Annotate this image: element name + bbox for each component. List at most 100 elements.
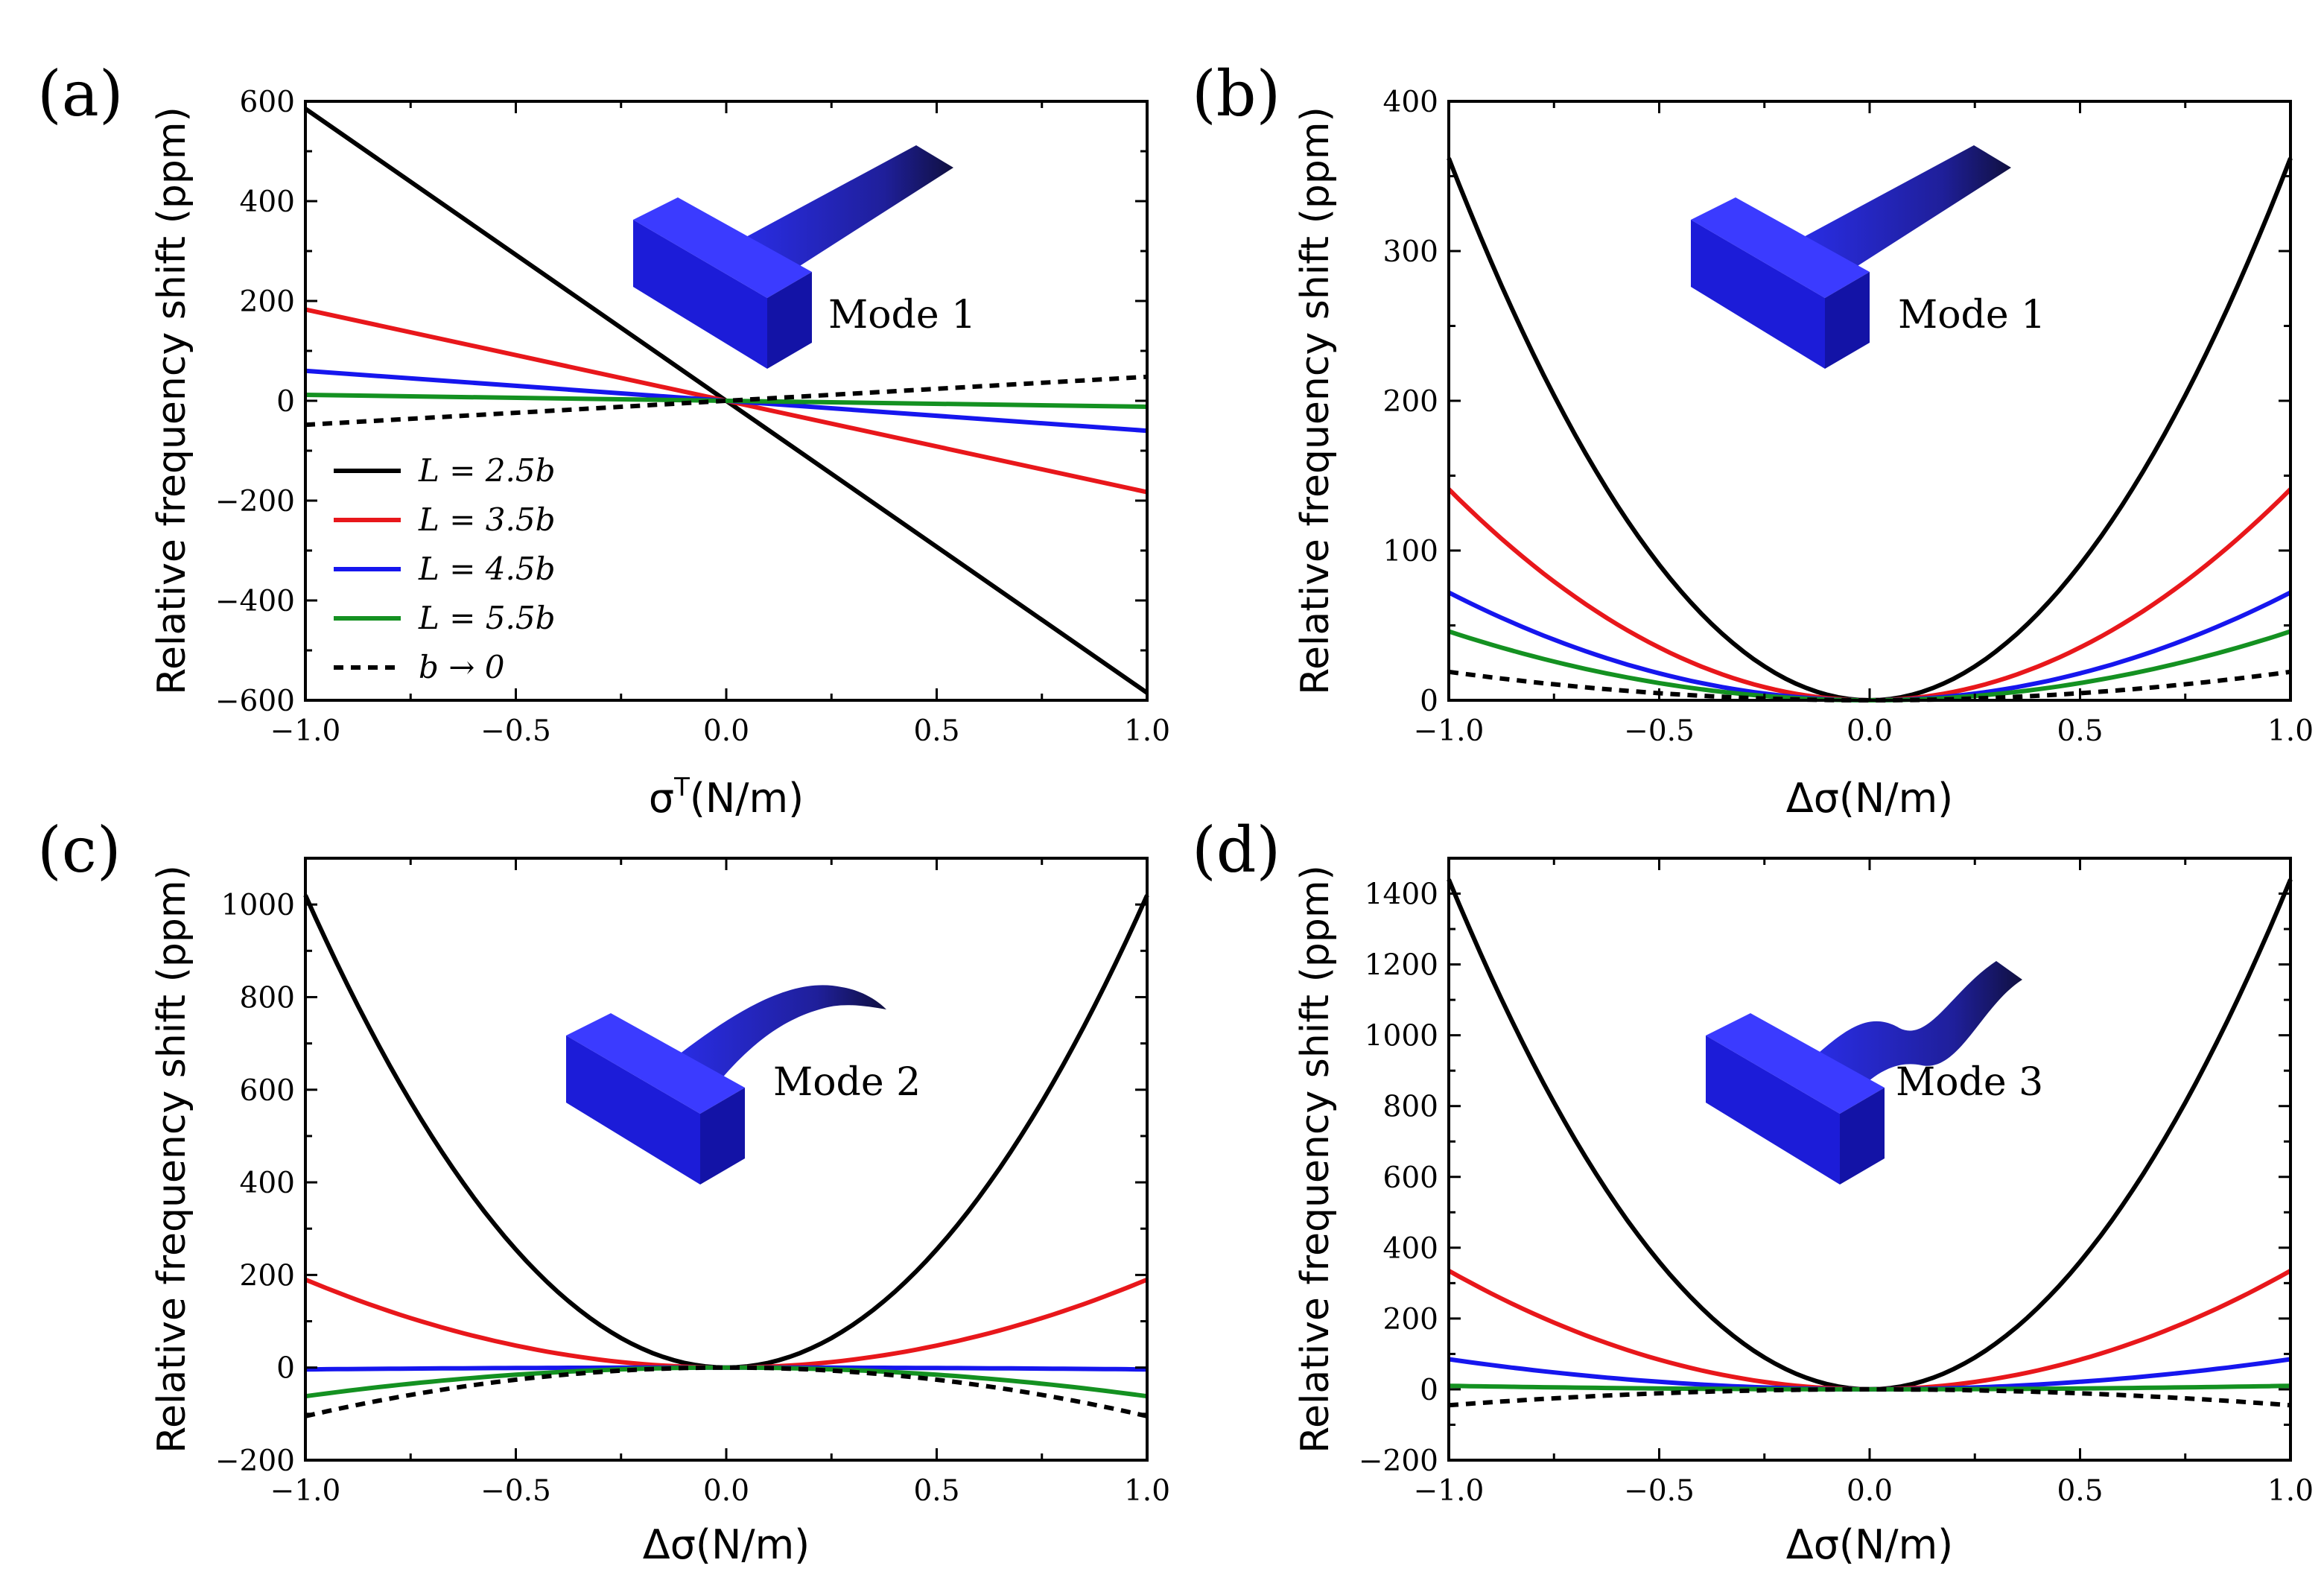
x-axis-label: Δσ(N/m) [1786,775,1954,822]
series-line-L45 [1448,1357,2291,1392]
panel-label: (a) [37,57,124,130]
y-tick-label: −600 [215,685,295,718]
y-tick-label: 800 [1383,1091,1438,1124]
cantilever-inset-drawing: Mode 3 [1706,961,2043,1185]
x-tick-label: 0.0 [1847,714,1893,748]
support-block-top [633,197,812,298]
y-tick-label: 0 [1420,1374,1438,1407]
y-tick-label: 600 [240,86,295,119]
series-line-b0 [305,1365,1148,1418]
plot-frame [1447,100,2292,702]
y-tick-label: 600 [240,1074,295,1108]
x-tick-label: 1.0 [2267,1474,2314,1508]
y-axis-label: Relative frequency shift (ppm) [1293,865,1338,1453]
x-axis-label-unit: (N/m) [690,775,804,822]
x-tick-label: 1.0 [1124,1474,1170,1508]
panel-a: (a) −1.0 −0.5 0.0 0.5 1.0 600 400 200 0 −200 −400 −6… [37,57,1170,822]
x-tick-label: 0.0 [703,1474,749,1508]
y-tick-label: −200 [215,485,295,519]
x-tick-label: 0.5 [2057,714,2103,748]
legend-label: L = 5.5b [418,600,555,636]
x-tick-label: −0.5 [480,714,551,748]
support-block-side [1825,272,1870,369]
panel-label: (d) [1192,814,1280,887]
x-tick-label: −1.0 [1414,1474,1485,1508]
x-tick-label: −0.5 [480,1474,551,1508]
support-block-side [1840,1088,1885,1185]
y-tick-label: 200 [1383,385,1438,419]
y-tick-label: −200 [1359,1445,1438,1478]
series-line-L55 [305,1365,1148,1399]
y-tick-label: 0 [276,385,295,419]
mode-label: Mode 1 [828,293,976,337]
series-line-b0 [305,374,1148,428]
y-tick-label: 1000 [221,889,295,922]
x-tick-label: 0.5 [913,714,959,748]
mode-label: Mode 1 [1898,293,2045,337]
cantilever-inset-drawing: Mode 1 [1691,145,2045,369]
x-axis-label: Δσ(N/m) [1786,1521,1954,1568]
y-tick-label: −400 [215,585,295,618]
panel-label: (c) [37,814,121,887]
x-axis-label-unit: (N/m) [1839,1521,1953,1568]
y-tick-label: 1000 [1365,1020,1438,1053]
y-tick-label: 400 [240,185,295,219]
support-block-front [633,220,767,369]
panel-d: (d) −1.0 −0.5 0.0 0.5 1.0 −200 0 200 400 600 800 100… [1192,814,2314,1568]
legend-label: L = 4.5b [418,551,555,587]
mode-label: Mode 3 [1896,1060,2043,1105]
panel-c: (c) −1.0 −0.5 0.0 0.5 1.0 −200 0 200 400 600 800 100… [37,814,1170,1568]
x-axis-label-symbol: Δσ [1786,1521,1839,1568]
y-tick-label: −200 [215,1445,295,1478]
support-block-side [767,272,812,369]
y-axis-label: Relative frequency shift (ppm) [1293,107,1338,695]
y-axis-label: Relative frequency shift (ppm) [150,107,194,695]
series-group [304,107,1149,695]
y-tick-label: 1200 [1365,949,1438,983]
support-block-top [566,1013,745,1114]
support-block-top [1691,197,1870,298]
legend: L = 2.5b L = 3.5b L = 4.5b L = 5.5b b → 0 [334,452,555,685]
x-axis-label: Δσ(N/m) [643,1521,810,1568]
x-tick-label: 0.0 [1847,1474,1893,1508]
series-line-L55 [305,393,1148,409]
y-tick-label: 100 [1383,535,1438,568]
y-tick-label: 400 [240,1167,295,1200]
support-block-side [700,1088,745,1185]
x-axis-label-symbol: σ [649,775,674,822]
legend-label: L = 2.5b [418,452,555,489]
y-tick-label: 200 [240,1259,295,1293]
cantilever-beam [723,145,953,287]
x-tick-label: −1.0 [1414,714,1485,748]
y-tick-label: 1400 [1365,878,1438,912]
y-tick-label: 0 [276,1352,295,1386]
legend-label: L = 3.5b [418,501,555,538]
mode-label: Mode 2 [773,1060,921,1105]
series-group [1447,878,2293,1408]
y-tick-label: 200 [1383,1303,1438,1336]
x-tick-label: 0.5 [2057,1474,2103,1508]
support-block-top [1706,1013,1885,1114]
panel-label: (b) [1192,57,1280,130]
y-axis-label: Relative frequency shift (ppm) [150,865,194,1453]
support-block-front [1691,220,1825,369]
series-line-L35 [1447,1269,2292,1392]
y-tick-label: 0 [1420,685,1438,718]
x-axis-label-symbol: Δσ [1786,775,1839,822]
x-tick-label: 0.0 [703,714,749,748]
series-line-b0 [1448,669,2291,703]
series-line-L35 [304,1277,1149,1370]
cantilever-beam [1780,145,2011,287]
x-tick-label: −0.5 [1624,714,1695,748]
x-tick-label: 0.5 [913,1474,959,1508]
y-tick-label: 800 [240,981,295,1015]
series-line-b0 [1448,1386,2291,1408]
x-tick-label: −1.0 [270,714,341,748]
x-axis-label-symbol: Δσ [643,1521,696,1568]
x-axis-label: σT(N/m) [649,773,804,822]
support-block-front [566,1036,700,1185]
panels: (a) −1.0 −0.5 0.0 0.5 1.0 600 400 200 0 −200 −400 −6… [37,57,2314,1568]
x-tick-label: −0.5 [1624,1474,1695,1508]
x-tick-label: −1.0 [270,1474,341,1508]
y-tick-label: 200 [240,285,295,319]
